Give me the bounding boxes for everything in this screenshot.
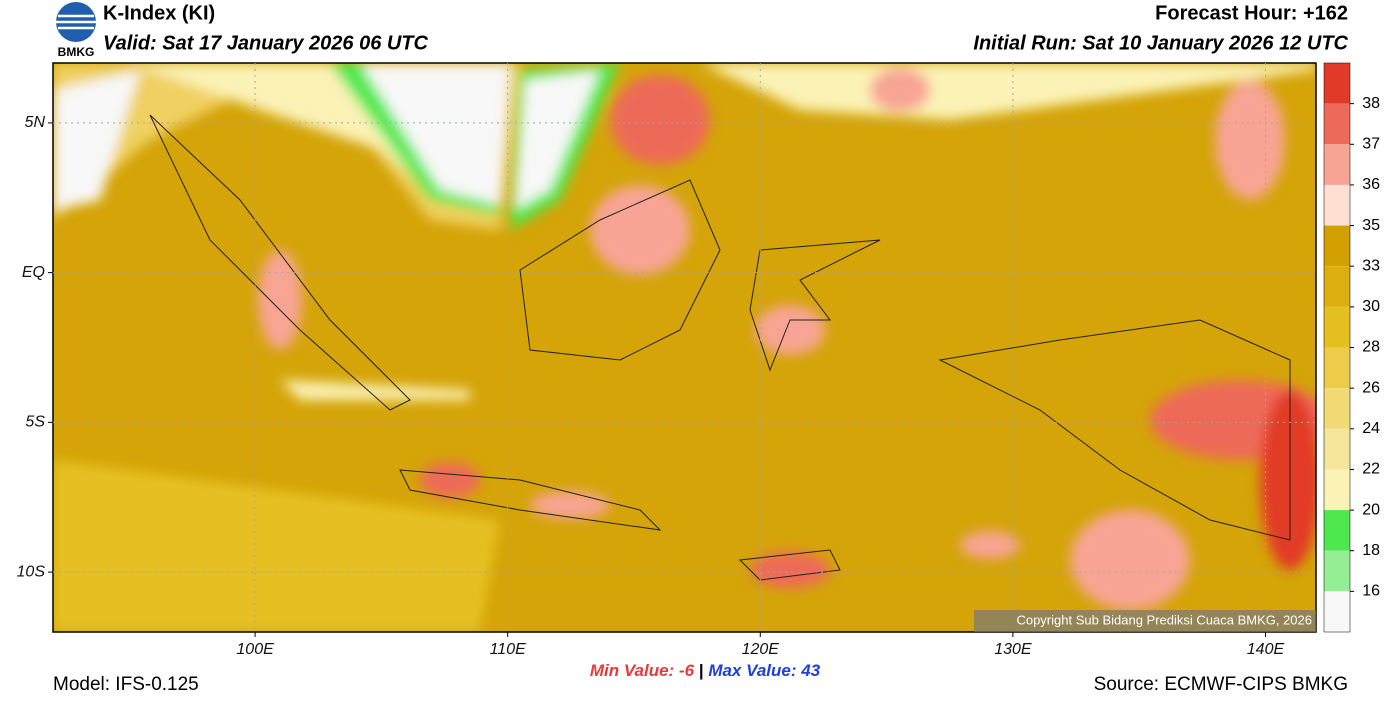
colorbar-label: 33: [1362, 257, 1380, 274]
min-value: -6: [679, 661, 695, 680]
copyright-box: [974, 610, 1316, 632]
lat-tick-label: 5N: [25, 114, 46, 131]
logo-text: BMKG: [58, 45, 95, 59]
colorbar-label: 38: [1362, 95, 1380, 112]
colorbar-swatch: [1324, 63, 1350, 104]
lon-tick-label: 130E: [994, 641, 1032, 658]
lat-tick-label: 5S: [25, 414, 45, 431]
valid-time: Valid: Sat 17 January 2026 06 UTC: [103, 32, 429, 54]
colorbar-label: 26: [1362, 379, 1380, 396]
colorbar-label: 24: [1362, 420, 1380, 437]
lon-tick-label: 140E: [1247, 641, 1285, 658]
colorbar-label: 36: [1362, 176, 1380, 193]
min-label: Min Value:: [590, 661, 674, 680]
colorbar-swatch: [1324, 184, 1350, 226]
colorbar-label: 37: [1362, 136, 1380, 153]
colorbar-label: 18: [1362, 542, 1380, 559]
colorbar-label: 22: [1362, 461, 1380, 478]
min-max: Min Value: -6 | Max Value: 43: [590, 661, 821, 680]
lat-tick-label: EQ: [22, 264, 45, 281]
field: [53, 63, 1316, 632]
colorbar-label: 30: [1362, 298, 1380, 315]
colorbar-swatch: [1324, 266, 1350, 307]
colorbar-swatch: [1324, 510, 1350, 551]
title: K-Index (KI): [103, 2, 215, 24]
colorbar-swatch: [1324, 347, 1350, 389]
forecast-hour: Forecast Hour: +162: [1155, 2, 1348, 24]
colorbar-swatch: [1324, 103, 1350, 145]
lat-tick-label: 10S: [17, 563, 46, 580]
colorbar-swatch: [1324, 306, 1350, 348]
initial-run: Initial Run: Sat 10 January 2026 12 UTC: [973, 32, 1348, 54]
logo: BMKG: [56, 2, 96, 59]
copyright: Copyright Sub Bidang Prediksi Cuaca BMKG…: [1016, 612, 1312, 627]
colorbar-swatch: [1324, 428, 1350, 470]
map-frame: [52, 62, 1317, 633]
colorbar: 38 37 36 35 33 30 28 26 24 22 20 18 16: [1323, 62, 1380, 633]
colorbar-frame: [1323, 62, 1351, 633]
source: Source: ECMWF-CIPS BMKG: [1094, 674, 1348, 695]
colorbar-swatch: [1324, 550, 1350, 592]
separator: |: [699, 661, 704, 680]
lon-tick-label: 120E: [742, 641, 780, 658]
colorbar-label: 35: [1362, 217, 1380, 234]
max-label: Max Value:: [708, 661, 796, 680]
colorbar-label: 16: [1362, 583, 1380, 600]
lon-tick-label: 100E: [236, 641, 274, 658]
model: Model: IFS-0.125: [53, 674, 199, 695]
max-value: 43: [800, 661, 820, 680]
colorbar-label: 20: [1362, 501, 1380, 518]
colorbar-swatch: [1324, 469, 1350, 511]
colorbar-swatch: [1324, 225, 1350, 267]
colorbar-swatch: [1324, 591, 1350, 632]
lon-tick-label: 110E: [490, 641, 527, 658]
colorbar-swatch: [1324, 144, 1350, 185]
colorbar-swatch: [1324, 388, 1350, 429]
colorbar-label: 28: [1362, 339, 1380, 356]
